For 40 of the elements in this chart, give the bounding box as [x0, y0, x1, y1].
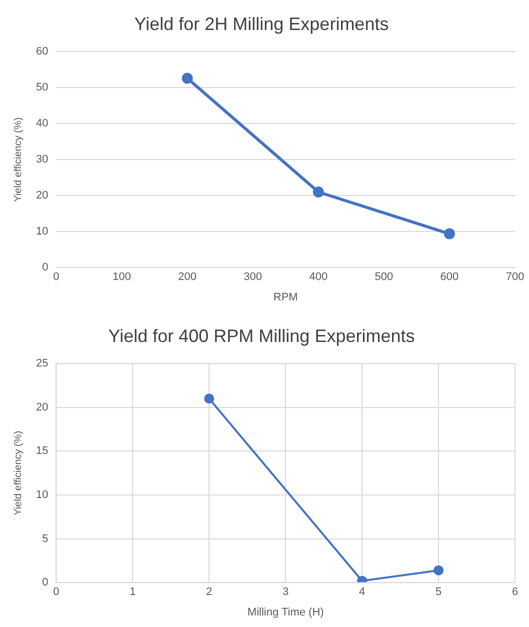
x-tick-label: 0: [53, 586, 60, 598]
x-tick-label: 6: [512, 586, 518, 598]
x-tick-label: 700: [506, 271, 524, 284]
x-tick-label: 400: [309, 271, 328, 284]
x-tick-label: 0: [53, 271, 60, 284]
y-tick-label: 20: [36, 190, 48, 202]
y-tick-label: 30: [36, 154, 48, 166]
y-tick-label: 10: [36, 226, 48, 238]
point: [204, 394, 214, 404]
y-tick-label: 5: [42, 532, 48, 545]
point: [357, 576, 368, 583]
x-tick-label: 2: [206, 586, 212, 598]
y-tick-label: 0: [42, 576, 48, 589]
point: [182, 72, 193, 84]
x-tick-label: 4: [359, 586, 366, 598]
y-tick-label: 40: [36, 118, 48, 130]
y-tick-label: 10: [36, 489, 48, 502]
point: [434, 565, 444, 576]
x-tick-label: 1: [130, 586, 136, 598]
x-tick-label: 600: [440, 271, 459, 284]
y-tick-label: 15: [36, 445, 48, 458]
x-tick-label: 500: [374, 271, 394, 284]
point: [312, 186, 324, 198]
x-tick-label: 200: [178, 271, 196, 284]
y-tick-label: 25: [36, 358, 48, 370]
y-tick-label: 60: [36, 46, 48, 58]
y-tick-label: 20: [36, 401, 48, 414]
x-tick-label: 100: [112, 271, 131, 284]
y-tick-label: 50: [36, 82, 48, 94]
y-tick-label: 0: [42, 262, 48, 274]
x-tick-label: 300: [244, 271, 262, 284]
x-tick-label: 3: [282, 586, 289, 598]
x-axis-title: Milling Time (H): [247, 606, 324, 618]
chart-title: Yield for 2H Milling Experiments: [134, 14, 389, 34]
chart-title: Yield for 400 RPM Milling Experiments: [108, 326, 415, 346]
y-axis-title: Yield efficiency (%): [12, 430, 24, 516]
x-tick-label: 5: [435, 586, 442, 598]
x-axis-title: RPM: [273, 291, 298, 304]
point: [444, 228, 455, 240]
y-axis-title: Yield efficiency (%): [12, 117, 24, 202]
